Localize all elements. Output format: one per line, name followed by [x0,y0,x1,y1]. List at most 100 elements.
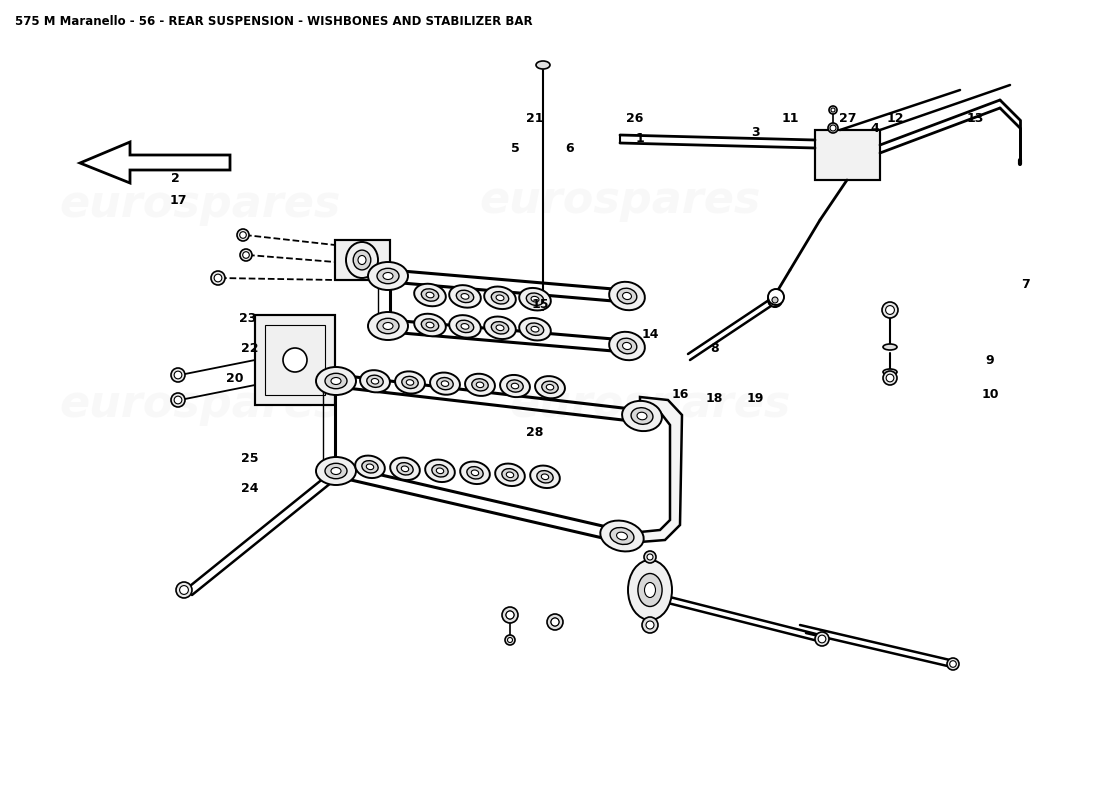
Circle shape [830,108,835,112]
Text: eurospares: eurospares [59,383,341,426]
Ellipse shape [512,383,519,389]
Ellipse shape [465,374,495,396]
Ellipse shape [331,378,341,385]
Ellipse shape [449,315,481,338]
Ellipse shape [537,470,553,483]
Ellipse shape [617,288,637,304]
Circle shape [887,374,894,382]
Polygon shape [640,397,682,542]
Ellipse shape [536,61,550,69]
Circle shape [174,371,182,379]
Text: 15: 15 [531,298,549,311]
Bar [255,315,336,405]
Ellipse shape [383,322,393,330]
Text: eurospares: eurospares [509,383,791,426]
Ellipse shape [495,463,525,486]
Ellipse shape [456,320,474,333]
Text: 1: 1 [636,131,645,145]
Circle shape [243,252,250,258]
Ellipse shape [366,464,374,470]
Ellipse shape [526,323,543,335]
Ellipse shape [484,286,516,309]
Ellipse shape [316,457,356,485]
Ellipse shape [645,582,656,598]
Circle shape [772,297,778,303]
Ellipse shape [437,378,453,390]
Ellipse shape [631,408,653,424]
Ellipse shape [466,466,483,479]
Text: 12: 12 [887,111,904,125]
Circle shape [646,621,654,629]
Bar [815,130,880,180]
Ellipse shape [609,282,645,310]
Bar [255,315,336,405]
Bar [336,240,390,280]
Text: eurospares: eurospares [480,178,761,222]
Ellipse shape [426,292,434,298]
Ellipse shape [421,319,439,331]
Ellipse shape [496,325,504,330]
Circle shape [815,632,829,646]
Text: 28: 28 [526,426,543,438]
Text: 575 M Maranello - 56 - REAR SUSPENSION - WISHBONES AND STABILIZER BAR: 575 M Maranello - 56 - REAR SUSPENSION -… [15,15,532,28]
Ellipse shape [415,314,446,336]
Text: 22: 22 [241,342,258,354]
Ellipse shape [421,289,439,301]
Ellipse shape [609,332,645,360]
Ellipse shape [502,469,518,481]
Bar [265,325,324,395]
Circle shape [505,635,515,645]
Ellipse shape [492,322,508,334]
Text: 27: 27 [839,111,857,125]
Circle shape [830,126,836,130]
Text: 6: 6 [565,142,574,154]
Circle shape [883,371,896,385]
Circle shape [170,368,185,382]
Ellipse shape [542,381,558,394]
Circle shape [829,106,837,114]
Circle shape [176,582,192,598]
Ellipse shape [506,472,514,478]
Circle shape [506,611,514,619]
Ellipse shape [500,375,530,397]
Circle shape [240,249,252,261]
Ellipse shape [623,342,631,350]
Ellipse shape [355,455,385,478]
Ellipse shape [362,461,378,473]
Ellipse shape [519,288,551,310]
Ellipse shape [360,370,389,392]
Ellipse shape [432,465,448,477]
Ellipse shape [426,459,454,482]
Circle shape [240,232,246,238]
Ellipse shape [530,466,560,488]
Ellipse shape [316,367,356,395]
Text: 7: 7 [1021,278,1030,291]
Circle shape [644,551,656,563]
Circle shape [236,229,249,241]
Ellipse shape [507,380,524,392]
Ellipse shape [461,323,469,330]
Ellipse shape [472,378,488,391]
Circle shape [551,618,559,626]
Text: 2: 2 [170,171,179,185]
Ellipse shape [638,574,662,606]
Circle shape [828,123,838,133]
Ellipse shape [617,338,637,354]
Text: eurospares: eurospares [59,183,341,226]
Text: 10: 10 [981,389,999,402]
Ellipse shape [519,318,551,341]
Circle shape [507,638,513,642]
Text: 20: 20 [227,371,244,385]
Ellipse shape [377,318,399,334]
Ellipse shape [492,292,508,304]
Circle shape [647,554,653,560]
Text: 8: 8 [711,342,719,354]
Ellipse shape [456,290,474,302]
Ellipse shape [368,312,408,340]
Ellipse shape [484,317,516,339]
Ellipse shape [383,273,393,279]
Ellipse shape [623,401,662,431]
Ellipse shape [628,560,672,620]
Ellipse shape [390,458,420,480]
Ellipse shape [358,255,366,265]
